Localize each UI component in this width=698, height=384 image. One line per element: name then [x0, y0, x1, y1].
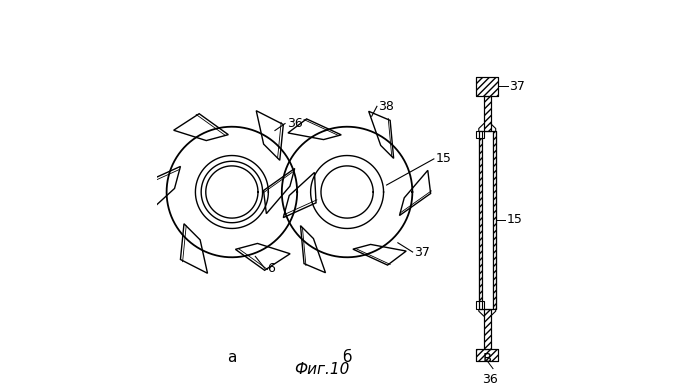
Bar: [484, 309, 491, 349]
Bar: [477, 131, 484, 138]
Bar: [484, 96, 491, 131]
Polygon shape: [235, 243, 290, 270]
Text: 36: 36: [287, 117, 303, 130]
Text: а: а: [227, 350, 237, 365]
Text: в: в: [483, 350, 491, 365]
Text: б: б: [343, 350, 352, 365]
Polygon shape: [301, 226, 325, 273]
Text: 37: 37: [509, 80, 525, 93]
Bar: [479, 131, 482, 309]
Text: 37: 37: [415, 245, 431, 258]
Polygon shape: [181, 224, 207, 273]
Bar: [484, 96, 491, 131]
Bar: [477, 349, 498, 361]
Bar: [493, 131, 496, 309]
Bar: [484, 309, 491, 349]
Text: Фиг.10: Фиг.10: [295, 362, 350, 377]
Bar: [493, 131, 496, 309]
Bar: [482, 131, 493, 309]
Text: 38: 38: [378, 100, 394, 113]
Bar: [477, 77, 498, 96]
Text: 15: 15: [436, 152, 452, 166]
Polygon shape: [256, 111, 283, 160]
Polygon shape: [264, 169, 295, 214]
Polygon shape: [288, 119, 341, 140]
Polygon shape: [399, 170, 431, 215]
Text: 36: 36: [482, 373, 498, 384]
Bar: [479, 131, 482, 309]
Polygon shape: [148, 166, 181, 212]
Bar: [477, 77, 498, 96]
Polygon shape: [369, 111, 394, 158]
Polygon shape: [353, 244, 406, 265]
Text: 6: 6: [267, 262, 274, 275]
Bar: [477, 301, 484, 309]
Polygon shape: [174, 114, 228, 141]
Bar: [477, 349, 498, 361]
Polygon shape: [283, 172, 316, 218]
Bar: [479, 131, 496, 309]
Text: 15: 15: [507, 214, 522, 226]
